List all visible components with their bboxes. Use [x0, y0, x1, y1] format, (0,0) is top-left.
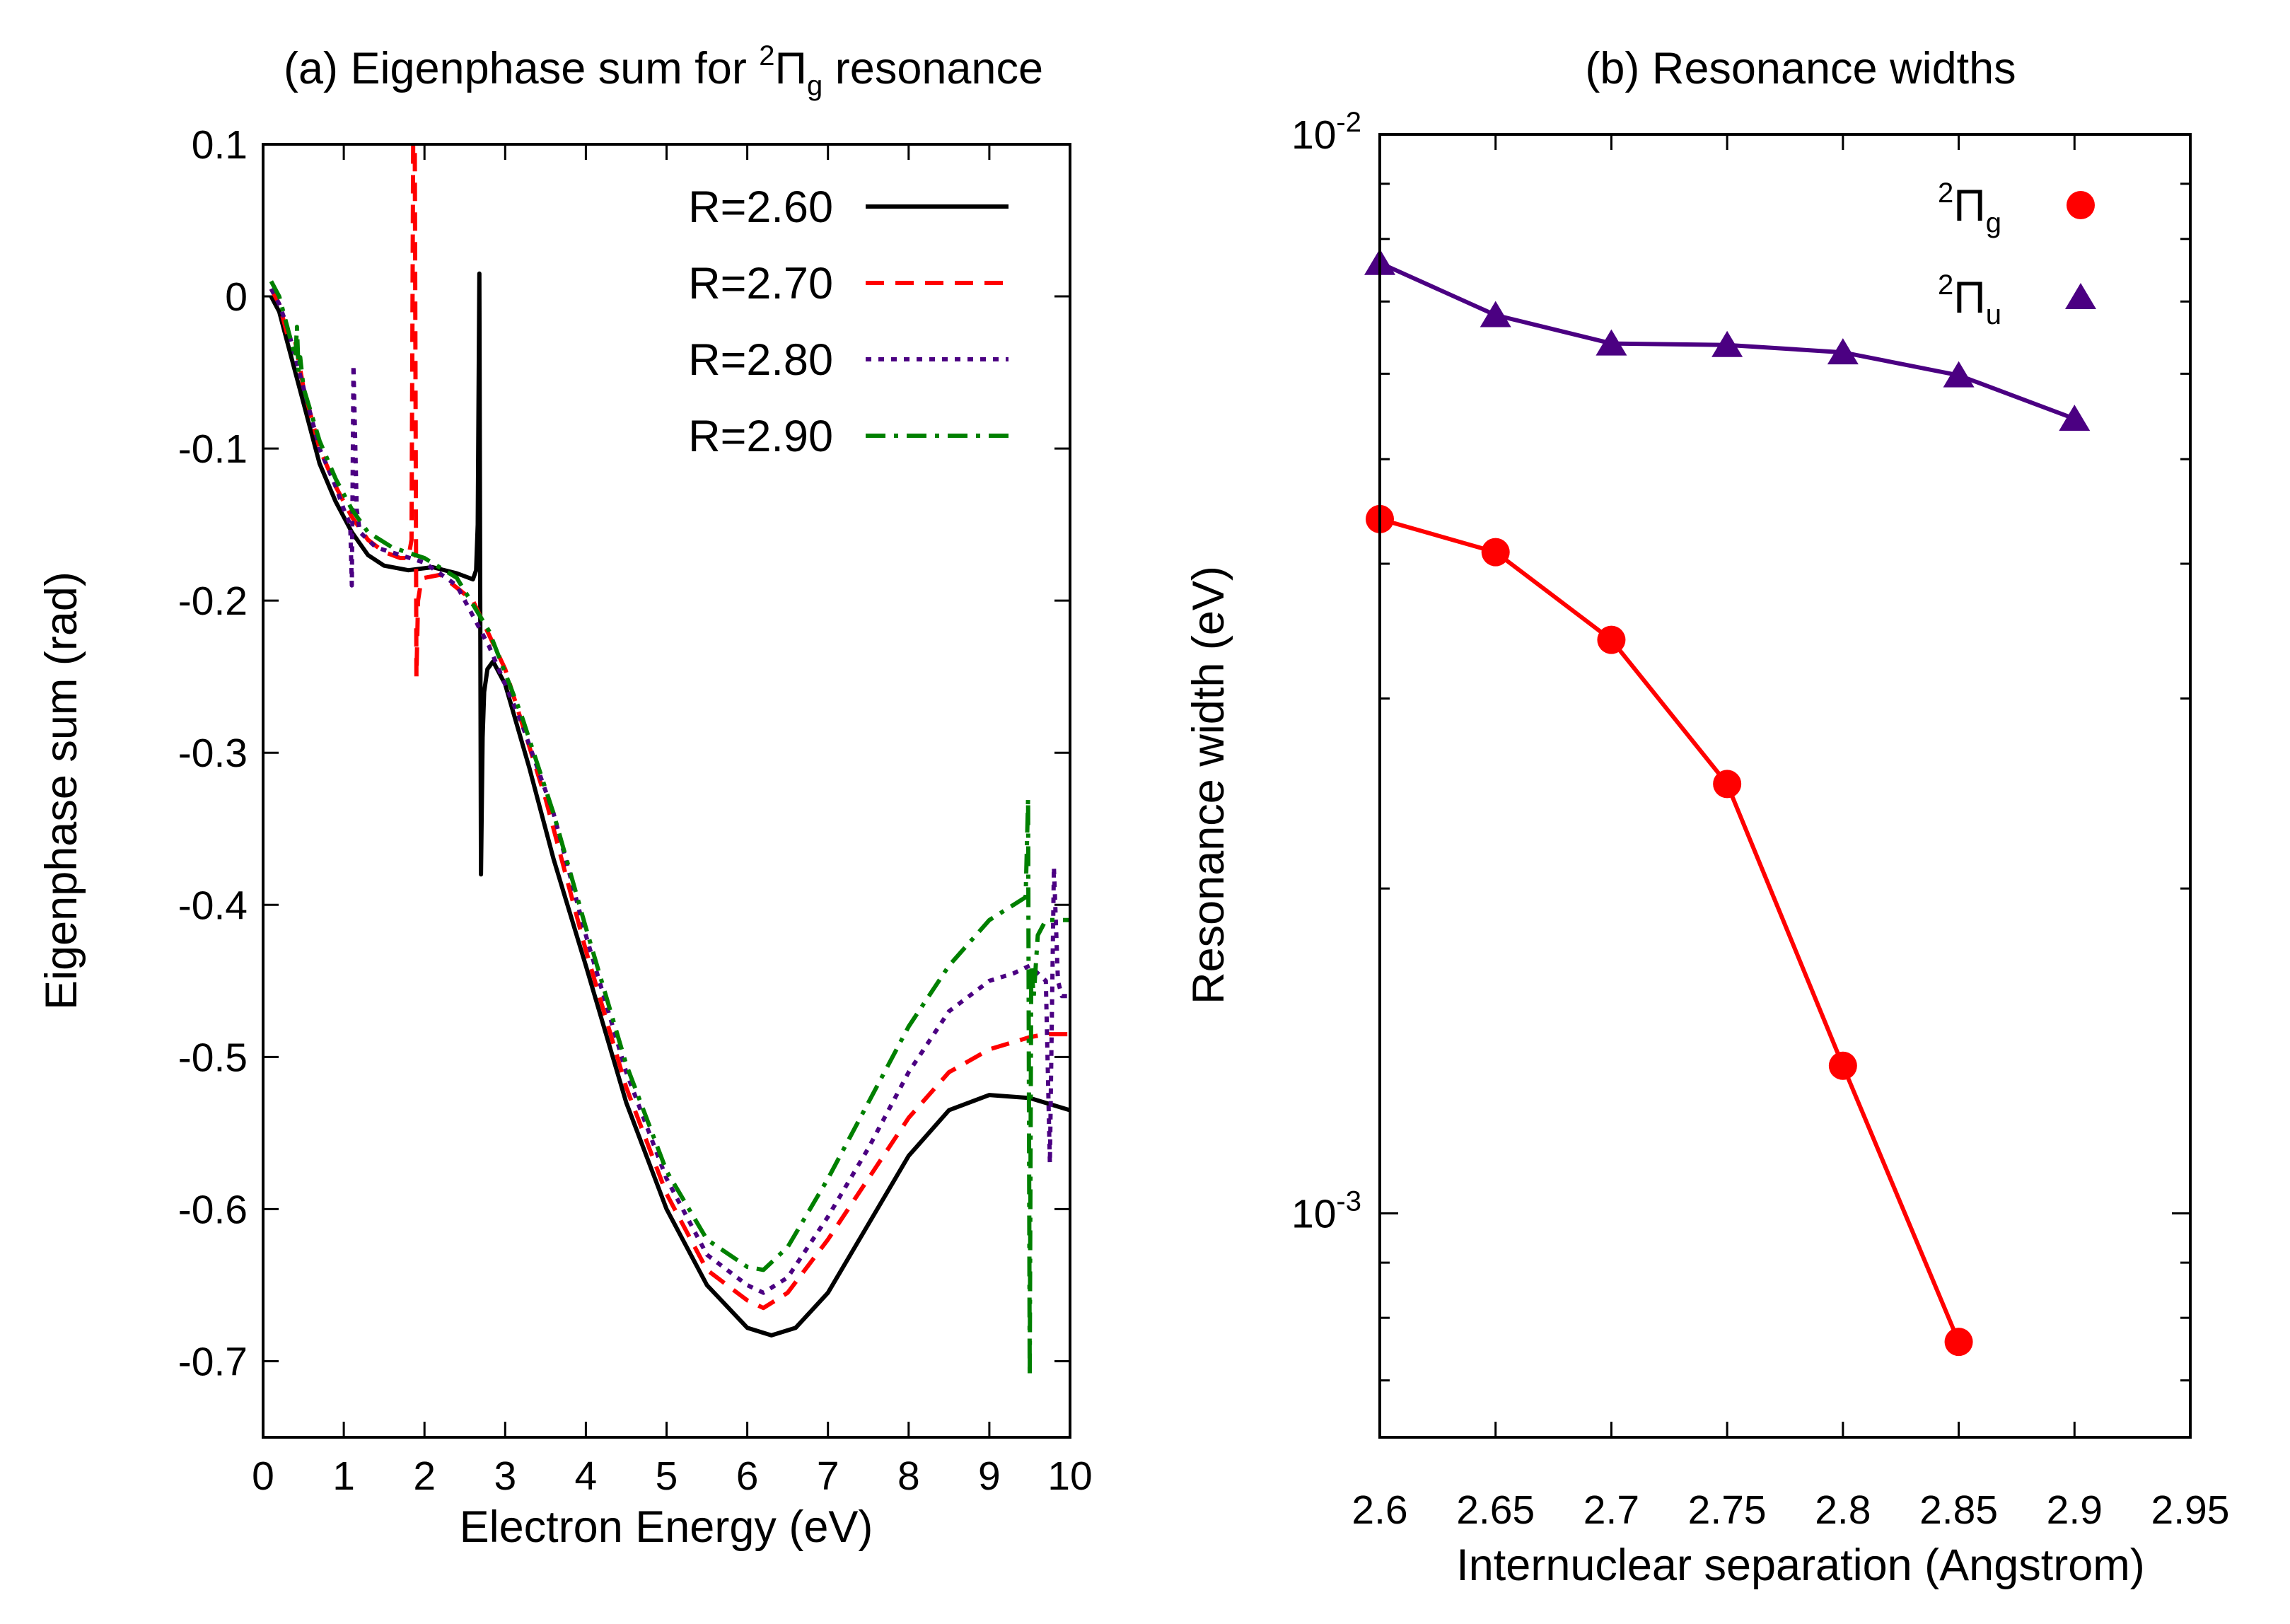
data-point-u	[1943, 361, 1975, 388]
panel-b-title: (b) Resonance widths	[1585, 44, 2016, 93]
data-point-g	[1828, 1051, 1857, 1080]
panel-a-y-tick-label: -0.5	[178, 1035, 248, 1080]
data-point-g	[1597, 625, 1626, 654]
panel-b-y-tick-label: 10-2	[1291, 107, 1361, 158]
data-point-u	[1480, 301, 1511, 327]
panel-b-y-tick-label: 10-3	[1291, 1185, 1361, 1236]
legend-label: R=2.80	[688, 335, 833, 385]
data-point-g	[1944, 1328, 1973, 1357]
panel-b-x-tick-label: 2.75	[1688, 1487, 1767, 1533]
panel-a-y-tick-label: 0	[225, 274, 248, 320]
legend-swatch	[2067, 191, 2095, 219]
panel-a-y-tick-label: -0.1	[178, 427, 248, 472]
panel-b-resonance-chart: (b) Resonance widths 2.6 2.65 2.7 2.75 2.8 2.…	[1184, 44, 2229, 1590]
panel-a-x-tick-label: 4	[575, 1454, 598, 1499]
panel-a-y-tick-label: -0.4	[178, 883, 248, 928]
panel-a-plot-frame	[262, 143, 1071, 1439]
series-line-R-2_60	[269, 271, 1070, 1338]
legend-label: 2Πg	[1938, 178, 2001, 238]
legend-swatch	[2065, 283, 2096, 309]
panel-b-x-axis-title: Internuclear separation (Angstrom)	[1456, 1541, 2144, 1590]
series-line-g	[1379, 517, 1961, 1343]
panel-b-x-tick-label: 2.7	[1583, 1487, 1639, 1533]
panel-a-x-tick-label: 7	[817, 1454, 839, 1499]
panel-a-x-tick-label: 3	[494, 1454, 516, 1499]
panel-a-y-tick-label: -0.7	[178, 1339, 248, 1384]
panel-a-y-tick-label: 0.1	[192, 122, 248, 168]
panel-b-x-tick-label: 2.9	[2047, 1487, 2103, 1533]
panel-a-y-tick-label: -0.2	[178, 579, 248, 624]
data-point-u	[1596, 329, 1627, 356]
panel-a-x-tick-label: 10	[1047, 1454, 1092, 1499]
series-line-R-2_70	[269, 144, 1070, 1311]
panel-b-x-tick-label: 2.95	[2151, 1487, 2230, 1533]
panel-a-x-tick-label: 1	[332, 1454, 355, 1499]
panel-a-y-tick-label: -0.6	[178, 1187, 248, 1232]
panel-b-series	[1364, 248, 2091, 1357]
panel-a-eigenphase-chart: (a) Eigenphase sum for 2Πg resonance 0 1 2…	[37, 40, 1093, 1552]
panel-a-x-tick-label: 6	[736, 1454, 759, 1499]
panel-a-y-axis-title: Eigenphase sum (rad)	[37, 572, 86, 1010]
data-point-u	[1711, 330, 1743, 357]
panel-a-x-tick-label: 5	[656, 1454, 678, 1499]
panel-a-x-tick-label: 2	[413, 1454, 436, 1499]
data-point-u	[2059, 405, 2091, 431]
panel-b-x-tick-label: 2.6	[1352, 1487, 1407, 1533]
data-point-g	[1713, 770, 1742, 799]
panel-a-x-axis-title: Electron Energy (eV)	[460, 1502, 873, 1552]
panel-b-x-tick-label: 2.85	[1919, 1487, 1998, 1533]
panel-a-x-tick-label: 9	[978, 1454, 1001, 1499]
legend-label: R=2.70	[688, 259, 833, 308]
panel-a-y-tick-label: -0.3	[178, 731, 248, 776]
panel-b-x-tick-label: 2.8	[1815, 1487, 1871, 1533]
panel-a-x-tick-label: 0	[252, 1454, 274, 1499]
panel-a-x-tick-label: 8	[897, 1454, 920, 1499]
panel-b-x-tick-label: 2.65	[1456, 1487, 1535, 1533]
panel-a-title: (a) Eigenphase sum for 2Πg resonance	[284, 40, 1043, 101]
data-point-g	[1481, 538, 1510, 567]
series-line-R-2_80	[269, 287, 1070, 1295]
panel-b-plot-frame	[1378, 133, 2192, 1439]
panel-a-legend: R=2.60 R=2.70 R=2.80 R=2.90	[688, 182, 1009, 461]
data-point-u	[1827, 338, 1859, 365]
legend-label: 2Πu	[1938, 269, 2001, 330]
panel-b-legend: 2Πg 2Πu	[1938, 178, 2096, 330]
panel-a-ticks: 0 1 2 3 4 5 6 7 8 9 10 0.1 0 -0.1 -0.2 -0.3 -0.4 -0.5 -0.6…	[178, 122, 1093, 1499]
panel-b-ticks: 2.6 2.65 2.7 2.75 2.8 2.85 2.9 2.95 10-2 10-3	[1291, 107, 2229, 1533]
panel-a-series	[269, 144, 1070, 1379]
series-line-R-2_90	[269, 280, 1070, 1379]
legend-label: R=2.90	[688, 412, 833, 461]
legend-label: R=2.60	[688, 182, 833, 232]
panel-b-y-axis-title: Resonance width (eV)	[1184, 566, 1233, 1004]
